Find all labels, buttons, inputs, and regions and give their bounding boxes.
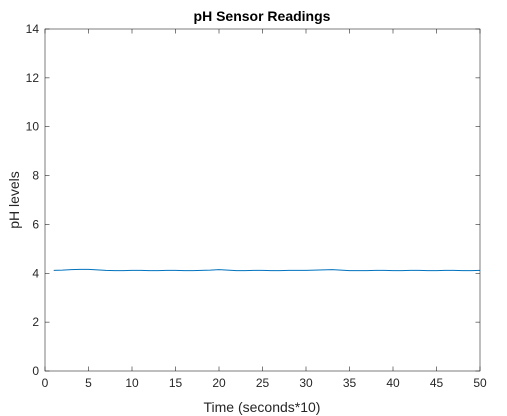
x-tick-label: 40 (386, 376, 400, 390)
y-tick-label: 10 (26, 120, 40, 134)
chart-title: pH Sensor Readings (194, 8, 331, 24)
y-axis-label: pH levels (6, 171, 22, 229)
plot-area (45, 29, 480, 371)
x-tick-label: 20 (212, 376, 226, 390)
x-tick-label: 10 (125, 376, 139, 390)
x-tick-label: 30 (299, 376, 313, 390)
y-tick-label: 6 (32, 217, 39, 231)
x-axis-label: Time (seconds*10) (204, 399, 321, 415)
x-tick-label: 0 (42, 376, 49, 390)
ticks-layer: 0 5 10 15 20 25 30 35 40 45 50 0 2 4 6 8 10 12 14 (26, 22, 487, 390)
y-tick-label: 4 (32, 266, 39, 280)
axes-box (44, 28, 481, 372)
y-tick-label: 8 (32, 169, 39, 183)
x-tick-label: 5 (85, 376, 92, 390)
x-tick-label: 35 (343, 376, 357, 390)
x-tick-label: 50 (473, 376, 487, 390)
series-line (53, 268, 481, 272)
series-layer (53, 268, 481, 272)
y-tick-label: 2 (32, 315, 39, 329)
x-tick-label: 15 (169, 376, 183, 390)
x-tick-label: 25 (256, 376, 270, 390)
y-tick-label: 0 (32, 364, 39, 378)
y-tick-label: 12 (26, 71, 40, 85)
y-tick-label: 14 (26, 22, 40, 36)
x-tick-label: 45 (430, 376, 444, 390)
